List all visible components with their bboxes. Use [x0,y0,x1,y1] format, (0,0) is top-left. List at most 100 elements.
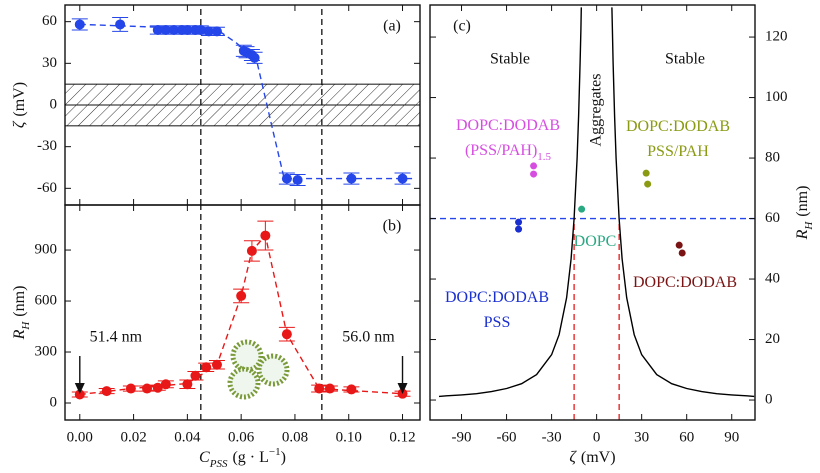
group-label-sub: 1.5 [537,151,551,163]
label-part: ζ [569,449,577,466]
y-tick-label: 300 [35,343,58,359]
group-label: (PSS/PAH)1.5 [465,142,552,163]
label-part: H [803,221,815,231]
data-point [642,169,650,177]
data-point [236,290,247,301]
data-point [160,379,171,390]
y-tick-label: 60 [42,13,57,29]
data-point [515,218,523,226]
x-axis-label: CPSS (g · L−1) [199,446,286,470]
x-tick-label: -60 [497,429,517,445]
annotation-arrowhead [397,383,408,394]
label-part: (nm) [794,186,811,217]
region-label: Aggregates [588,74,605,147]
label-part: PSS [209,458,228,470]
data-point [397,173,408,184]
group-label-text: DOPC [574,233,617,250]
data-point [190,370,201,381]
data-point [211,26,222,37]
data-point [530,162,538,170]
data-point [249,52,260,63]
annotation-arrowhead [74,383,85,394]
group-label: PSS/PAH [647,143,709,160]
group-label: DOPC:DODAB [445,289,549,306]
y-tick-label: 30 [42,55,57,71]
x-tick-label: 0.02 [120,429,146,445]
x-tick-label: 0.10 [336,429,362,445]
x-tick-label: -90 [452,429,472,445]
plot-frame [429,4,756,421]
panel-label: (a) [383,18,401,35]
y-tick-label: 120 [765,29,788,45]
y-tick-label: 0 [765,391,773,407]
data-point [346,384,357,395]
region-label: Stable [665,51,705,68]
x-tick-label: 0.06 [228,429,255,445]
x-tick-label: 90 [724,429,739,445]
y-axis-label: RH (nm) [11,286,32,341]
x-tick-label: 0.04 [174,429,201,445]
y-tick-label: 40 [765,270,780,286]
group-label-text: PSS [484,314,511,331]
label-part: −1 [269,446,281,458]
series-line [611,7,755,398]
x-tick-label: 30 [634,429,649,445]
series-line [79,234,403,396]
vesicle-icons [227,339,290,400]
label-part: (nm) [11,286,28,317]
annotation: 56.0 nm [342,329,395,346]
y-tick-label: 80 [765,149,780,165]
y-tick-label: 0 [50,96,58,112]
data-point [74,19,85,30]
label-part: H [20,321,32,331]
data-point [115,19,126,30]
y-axis-label: RH (nm) [794,186,815,241]
label-part: (mV) [581,449,616,466]
group-label: DOPC:DODAB [456,117,560,134]
group-label: PSS [484,314,511,331]
data-point [152,382,163,393]
y-axis-label: ζ (mV) [11,82,28,128]
data-point [74,389,85,400]
label-part: ) [281,449,286,466]
group-label-text: PSS/PAH [647,143,709,160]
plot-frame [64,204,421,421]
data-point [203,26,214,37]
data-point [530,170,538,178]
x-tick-label: 0.08 [282,429,308,445]
y-tick-label: 60 [765,210,780,226]
region-label: Stable [490,51,530,68]
data-point [142,383,153,394]
data-point [292,175,303,185]
annotation: 51.4 nm [90,329,143,346]
label-part: ζ [11,120,28,128]
series-line [79,23,414,180]
panel-label: (c) [453,18,471,35]
group-label: DOPC:DODAB [633,274,737,291]
x-tick-label: 0.12 [389,429,415,445]
data-point [675,241,683,249]
panel-label: (b) [383,218,402,235]
x-tick-label: 60 [679,429,694,445]
y-tick-label: -60 [37,180,57,196]
x-tick-label: 0 [593,429,601,445]
label-part: (g · L [232,449,268,466]
data-point [101,386,112,397]
y-tick-label: 0 [50,394,58,410]
y-tick-label: 600 [35,292,58,308]
group-label: DOPC:DODAB [626,118,730,135]
data-point [678,249,686,257]
data-point [314,383,325,394]
y-tick-label: -30 [37,138,57,154]
group-label-text: DOPC:DODAB [445,289,549,306]
label-part: (mV) [11,82,28,117]
x-tick-label: -30 [542,429,562,445]
group-label-text: (PSS/PAH) [465,142,537,159]
group-label: DOPC [574,233,617,250]
data-point [644,180,652,188]
y-tick-label: 900 [35,241,58,257]
data-point [324,383,335,394]
label-part: R [11,329,28,340]
group-label-text: DOPC:DODAB [633,274,737,291]
